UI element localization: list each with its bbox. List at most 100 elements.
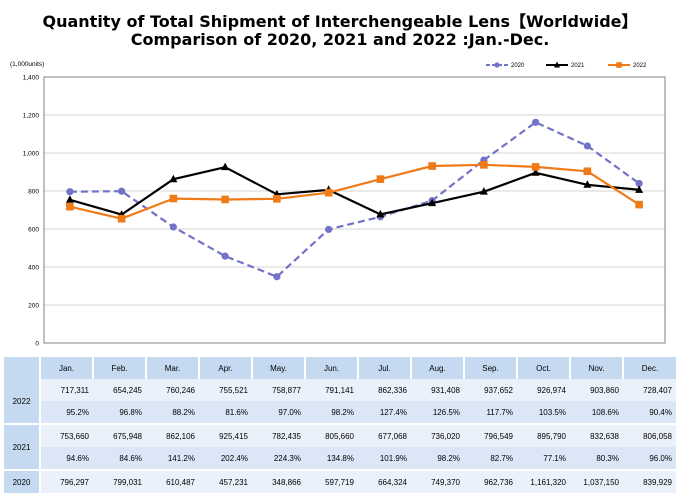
y-tick-label: 400 xyxy=(28,265,39,272)
percent-cell: 77.1% xyxy=(517,447,570,470)
units-cell: 597,719 xyxy=(305,469,358,493)
series-line-2022 xyxy=(69,163,640,220)
units-cell: 962,736 xyxy=(464,469,517,493)
point-2022 xyxy=(531,163,540,171)
units-cell: 736,020 xyxy=(411,423,464,447)
point-2020 xyxy=(118,187,126,195)
y-tick-label: 1,400 xyxy=(23,75,40,82)
point-2021 xyxy=(169,174,178,183)
y-tick-label: 0 xyxy=(35,341,39,348)
y-tick-label: 1,000 xyxy=(23,151,40,158)
y-tick-label: 600 xyxy=(28,227,39,234)
percent-cell: 82.7% xyxy=(464,447,517,470)
point-2022 xyxy=(583,167,592,176)
point-2020 xyxy=(635,179,643,188)
percent-cell: 97.0% xyxy=(252,401,305,424)
units-cell: 749,370 xyxy=(411,469,464,493)
units-cell: 348,866 xyxy=(252,469,305,493)
percent-cell: 90.4% xyxy=(623,401,676,424)
legend-marker-2022 xyxy=(616,62,622,68)
units-cell: 1,161,320 xyxy=(517,469,570,493)
legend-label-2022: 2022 xyxy=(633,63,647,69)
units-cell: 925,415 xyxy=(199,423,252,447)
point-2021 xyxy=(583,180,592,188)
point-2020 xyxy=(221,252,229,260)
percent-cell: 98.2% xyxy=(411,447,464,470)
percent-cell: 80.3% xyxy=(570,447,623,470)
percent-cell: 88.2% xyxy=(146,401,199,424)
units-cell: 457,231 xyxy=(199,469,252,493)
percent-cell: 224.3% xyxy=(252,447,305,470)
month-header: Dec. xyxy=(622,357,676,379)
point-2020 xyxy=(66,188,74,196)
month-header: Feb. xyxy=(92,357,146,379)
percent-cell: 108.6% xyxy=(570,401,623,424)
table-row: 94.6% 84.6% 141.2% 202.4% 224.3% 134.8% 101.9%… xyxy=(4,447,676,470)
y-tick-label: 1,200 xyxy=(23,113,40,120)
line-chart: (1,000units) 0 200 400 600 800 1,000 1,200 1,400… xyxy=(10,61,666,348)
units-cell: 654,245 xyxy=(93,379,146,401)
point-2022 xyxy=(480,161,488,169)
units-cell: 677,068 xyxy=(358,423,411,447)
point-2022 xyxy=(117,214,126,223)
percent-cell: 96.8% xyxy=(93,401,146,424)
units-cell: 862,106 xyxy=(146,423,199,447)
percent-cell: 127.4% xyxy=(358,401,411,424)
point-2021 xyxy=(428,198,437,207)
percent-cell: 202.4% xyxy=(199,447,252,470)
units-cell: 610,487 xyxy=(146,469,199,493)
month-header: Mar. xyxy=(145,357,199,379)
point-2020 xyxy=(583,142,591,150)
units-cell: 796,297 xyxy=(40,469,93,493)
units-cell: 728,407 xyxy=(623,379,676,401)
month-header: Aug. xyxy=(410,357,464,379)
units-cell: 758,877 xyxy=(252,379,305,401)
percent-cell: 134.8% xyxy=(305,447,358,470)
table-row: 2020 796,297 799,031 610,487 457,231 348,866 5… xyxy=(4,469,676,493)
table-row: 2021 753,660 675,948 862,106 925,415 782,435 8… xyxy=(4,423,676,470)
point-2020 xyxy=(325,225,333,234)
y-tick-label: 800 xyxy=(28,189,39,196)
point-2022 xyxy=(428,162,436,170)
units-cell: 926,974 xyxy=(517,379,570,401)
table-row: 2022 717,311 654,245 760,246 755,521 758,877 7… xyxy=(4,379,676,424)
percent-cell: 101.9% xyxy=(358,447,411,470)
year-label: 2021 xyxy=(4,423,41,470)
legend-label-2021: 2021 xyxy=(571,63,585,69)
point-2021 xyxy=(65,195,74,203)
table-corner xyxy=(4,357,40,379)
table-header-row: Jan. Feb. Mar. Apr. May. Jun. Jul. Aug. … xyxy=(4,357,676,379)
units-cell: 664,324 xyxy=(358,469,411,493)
units-cell: 903,860 xyxy=(570,379,623,401)
chart-title-line1: Quantity of Total Shipment of Intercheng… xyxy=(42,12,638,31)
month-header: Jan. xyxy=(39,357,93,379)
year-label: 2020 xyxy=(4,469,41,493)
legend-marker-2020 xyxy=(494,62,500,68)
percent-cell: 117.7% xyxy=(464,401,517,424)
percent-cell: 103.5% xyxy=(517,401,570,424)
units-cell: 717,311 xyxy=(40,379,93,401)
plot-frame xyxy=(43,76,666,344)
units-cell: 755,521 xyxy=(199,379,252,401)
month-header: Sep. xyxy=(463,357,517,379)
units-cell: 782,435 xyxy=(252,423,305,447)
month-header: Oct. xyxy=(516,357,570,379)
units-cell: 799,031 xyxy=(93,469,146,493)
units-cell: 753,660 xyxy=(40,423,93,447)
month-header: May. xyxy=(251,357,305,379)
units-cell: 862,336 xyxy=(358,379,411,401)
point-2020 xyxy=(532,118,540,126)
units-cell: 806,058 xyxy=(623,423,676,447)
table-body: 2022 717,311 654,245 760,246 755,521 758,877 7… xyxy=(4,379,676,493)
legend-marker-2021 xyxy=(554,61,560,68)
point-2020 xyxy=(273,273,281,281)
legend-label-2020: 2020 xyxy=(511,63,525,69)
percent-cell: 84.6% xyxy=(93,447,146,470)
month-header: Jul. xyxy=(357,357,411,379)
point-2021 xyxy=(376,209,385,218)
units-cell: 675,948 xyxy=(93,423,146,447)
point-2020 xyxy=(169,223,177,231)
point-2022 xyxy=(324,188,333,197)
percent-cell: 94.6% xyxy=(40,447,93,470)
y-unit-label: (1,000units) xyxy=(10,61,44,68)
